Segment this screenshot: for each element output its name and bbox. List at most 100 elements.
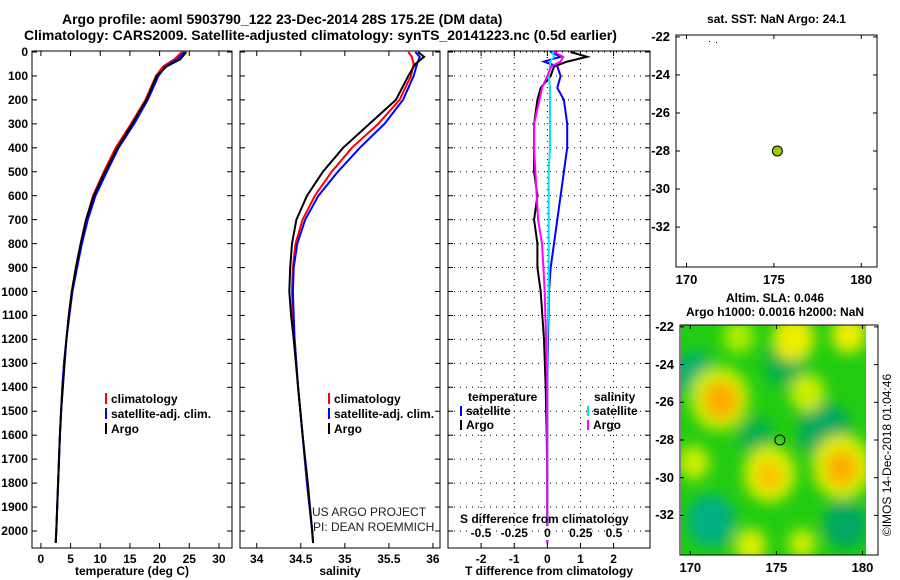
map-y-tick-label: -32 — [655, 507, 674, 523]
legend-marker — [460, 420, 462, 430]
map-y-tick-label: -26 — [651, 104, 670, 120]
depth-tick-label: 1600 — [1, 428, 28, 443]
profile-line-argo — [54, 51, 188, 544]
map-x-tick-label: 170 — [675, 272, 698, 287]
depth-tick-label: 1100 — [1, 308, 28, 323]
map-y-tick-label: -24 — [651, 66, 670, 82]
map-y-tick-label: -30 — [655, 469, 674, 485]
legend-marker-0 — [328, 393, 330, 404]
panel-frame-temperature — [31, 50, 233, 549]
map-y-tick-label: -24 — [655, 356, 674, 372]
x-tick-label: -1 — [508, 552, 520, 566]
credit-pi: PI: DEAN ROEMMICH — [313, 520, 435, 534]
map-y-tick-label: -22 — [651, 28, 670, 44]
legend-label: climatology — [334, 392, 401, 406]
credit-project: US ARGO PROJECT — [312, 505, 427, 519]
s-tick-label: 0.25 — [569, 526, 593, 540]
profile-line-climatology — [54, 51, 183, 544]
legend-marker-0 — [105, 393, 107, 404]
argo-location-marker — [774, 434, 786, 446]
x-tick-label: 25 — [182, 552, 196, 566]
x-tick-label: 34 — [250, 552, 264, 566]
sla-blob — [681, 445, 710, 480]
map-x-tick-label: 180 — [850, 272, 873, 287]
map-y-tick-label: -30 — [651, 181, 670, 197]
depth-tick-label: 900 — [7, 260, 28, 275]
sla-title: Altim. SLA: 0.046 — [725, 291, 825, 305]
x-tick-label: 36 — [426, 552, 440, 566]
x-tick-label: 35.5 — [377, 552, 401, 566]
map-x-tick-label: 170 — [679, 560, 702, 575]
x-tick-label: 20 — [152, 552, 167, 566]
depth-tick-label: 300 — [7, 116, 28, 131]
legend-marker-1 — [328, 408, 330, 419]
depth-tick-label: 1800 — [1, 476, 28, 491]
imos-watermark: ©IMOS 14-Dec-2018 01:04:46 — [880, 373, 894, 537]
x-tick-label: -2 — [475, 552, 487, 566]
legend-label: Argo — [334, 422, 362, 436]
s-tick-label: -0.5 — [470, 526, 492, 540]
depth-tick-label: 500 — [7, 164, 28, 179]
profile-line-satellite-adj-clim- — [54, 51, 186, 544]
s-tick-label: 0 — [544, 526, 551, 540]
legend-label: satellite — [466, 404, 511, 418]
map-y-tick-label: -28 — [651, 143, 670, 158]
sla-blob — [788, 528, 817, 555]
sla-blob — [822, 500, 866, 550]
legend-title-salinity: salinity — [594, 390, 636, 404]
depth-tick-label: 600 — [7, 188, 28, 203]
sla-blob — [831, 325, 866, 354]
sla-blob — [686, 494, 736, 548]
legend-label: satellite-adj. clim. — [334, 407, 435, 421]
sla-heatmap — [681, 325, 866, 555]
x-tick-label: 15 — [123, 552, 137, 566]
profile-line-argo — [288, 51, 426, 544]
heatmap-blobs — [681, 325, 866, 555]
x-axis-label: salinity — [319, 564, 361, 578]
depth-tick-label: 1500 — [1, 404, 28, 419]
map-x-tick-label: 175 — [763, 272, 785, 287]
depth-tick-label: 0 — [21, 45, 28, 59]
legend-marker-1 — [105, 408, 107, 419]
coast-dot — [716, 42, 717, 43]
depth-tick-label: 1400 — [1, 380, 28, 395]
depth-tick-label: 1700 — [1, 452, 28, 467]
map-y-tick-label: -28 — [655, 432, 674, 447]
panel-frame-differences — [447, 50, 651, 549]
legend-label: satellite — [593, 404, 638, 418]
x-axis-label: T difference from climatology — [464, 564, 634, 578]
map-y-tick-label: -22 — [655, 318, 674, 334]
legend-label: Argo — [111, 422, 139, 436]
x-tick-label: 5 — [67, 552, 74, 566]
x-tick-label: 2 — [610, 552, 617, 566]
legend-marker-2 — [105, 423, 107, 434]
depth-tick-label: 1300 — [1, 356, 28, 371]
x-tick-label: 34.5 — [289, 552, 313, 566]
map-x-tick-label: 180 — [851, 560, 874, 575]
x-axis-label: temperature (deg C) — [74, 564, 190, 578]
x-tick-label: 30 — [212, 552, 226, 566]
legend-marker-2 — [328, 423, 330, 434]
depth-tick-label: 100 — [7, 68, 28, 83]
legend-label: Argo — [466, 418, 494, 432]
depth-tick-label: 2000 — [1, 524, 28, 538]
legend-label: climatology — [111, 392, 178, 406]
depth-tick-label: 1900 — [1, 500, 28, 515]
profile-line-t-argo — [533, 51, 592, 543]
figure-title: Argo profile: aoml 5903790_122 23-Dec-20… — [62, 11, 503, 27]
panel-frame-salinity — [239, 50, 441, 549]
profile-line-s-satellite — [546, 51, 556, 543]
depth-tick-label: 1000 — [1, 284, 28, 299]
argo-location-marker — [771, 145, 783, 157]
map-y-tick-label: -26 — [655, 394, 674, 410]
depth-tick-label: 800 — [7, 236, 28, 251]
x-tick-label: 35 — [338, 552, 352, 566]
sla-blob — [738, 417, 774, 456]
sla-subtitle: Argo h1000: 0.0016 h2000: NaN — [685, 305, 865, 319]
x-tick-label: 10 — [93, 552, 107, 566]
legend-marker — [587, 420, 589, 430]
map-y-tick-label: -32 — [651, 219, 670, 235]
depth-tick-label: 700 — [7, 212, 28, 227]
depth-tick-label: 200 — [7, 92, 28, 107]
